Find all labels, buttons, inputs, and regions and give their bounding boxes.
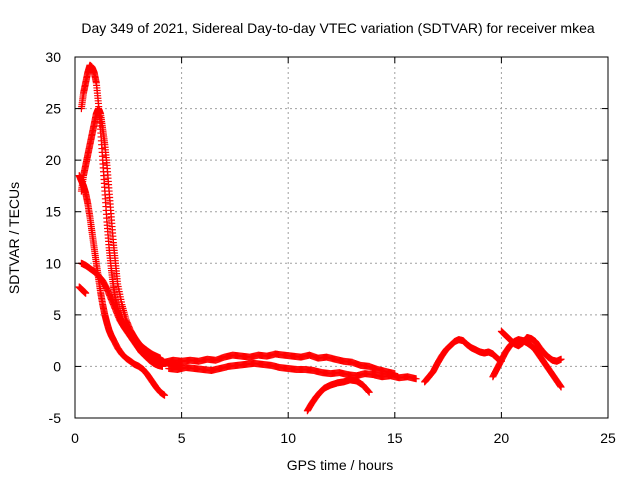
plot-frame [74,56,609,419]
y-tick-label: 5 [53,307,61,323]
data-points [75,61,565,415]
grid-lines [75,57,608,418]
data-point [364,387,372,395]
series-evening-rise [421,336,505,386]
y-tick-label: 25 [45,101,61,117]
data-point [82,289,90,297]
data-point [161,391,169,399]
series-late-upper [497,327,565,365]
y-tick-label: 0 [53,358,61,374]
y-tick-label: 10 [45,255,61,271]
x-tick-label: 5 [178,430,186,446]
y-tick-label: -5 [49,410,62,426]
series-midday-upper [152,350,399,378]
data-point [557,355,565,363]
y-tick-label: 30 [45,49,61,65]
y-tick-label: 20 [45,152,61,168]
y-axis-title: SDTVAR / TECUs [6,182,22,294]
x-tick-label: 20 [494,430,510,446]
x-tick-label: 0 [71,430,79,446]
series-arc-descending [75,172,169,399]
x-tick-label: 15 [387,430,403,446]
chart-title: Day 349 of 2021, Sidereal Day-to-day VTE… [81,20,594,36]
data-point [557,383,565,391]
series-midday-lower [165,359,420,383]
x-axis-tick-labels: 0 5 10 15 20 25 [71,430,616,446]
y-axis-tick-labels: -5 0 5 10 15 20 25 30 [45,49,61,426]
x-tick-label: 10 [280,430,296,446]
series-dip-arc [303,376,373,415]
series-arc-short [75,283,90,297]
x-tick-label: 25 [600,430,616,446]
axis-ticks [74,56,609,419]
y-tick-label: 15 [45,204,61,220]
data-point [412,375,420,383]
data-point [365,388,373,396]
x-axis-title: GPS time / hours [287,457,394,473]
